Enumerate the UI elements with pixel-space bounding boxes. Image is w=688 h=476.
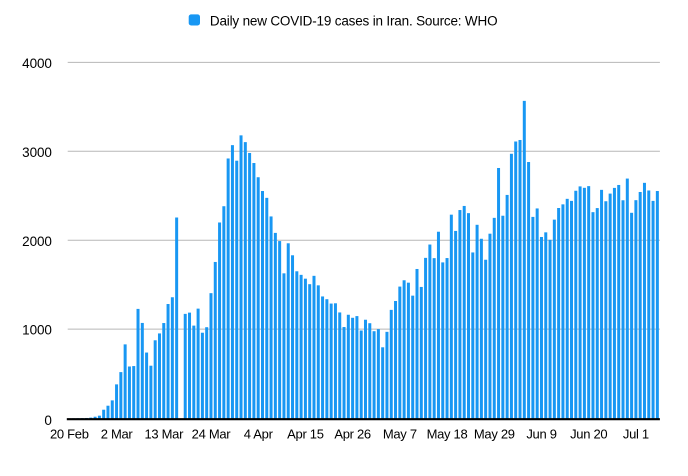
svg-text:May 7: May 7 xyxy=(383,426,417,441)
svg-text:Apr 26: Apr 26 xyxy=(334,426,371,441)
svg-text:24 Mar: 24 Mar xyxy=(192,426,232,441)
svg-text:Jun 9: Jun 9 xyxy=(526,426,556,441)
svg-text:1000: 1000 xyxy=(22,323,52,338)
svg-text:Daily new COVID-19 cases in Ir: Daily new COVID-19 cases in Iran. Source… xyxy=(210,13,498,28)
svg-text:2000: 2000 xyxy=(22,234,52,249)
svg-text:4000: 4000 xyxy=(22,56,52,71)
svg-text:13 Mar: 13 Mar xyxy=(144,426,184,441)
svg-text:Apr 15: Apr 15 xyxy=(287,426,324,441)
svg-text:May 18: May 18 xyxy=(427,426,468,441)
svg-text:Jul 1: Jul 1 xyxy=(623,426,649,441)
svg-text:3000: 3000 xyxy=(22,145,52,160)
svg-text:May 29: May 29 xyxy=(474,426,515,441)
svg-text:Jun 20: Jun 20 xyxy=(570,426,607,441)
svg-text:20 Feb: 20 Feb xyxy=(50,426,89,441)
svg-text:4 Apr: 4 Apr xyxy=(244,426,274,441)
svg-text:2 Mar: 2 Mar xyxy=(101,426,134,441)
svg-text:0: 0 xyxy=(44,413,51,428)
